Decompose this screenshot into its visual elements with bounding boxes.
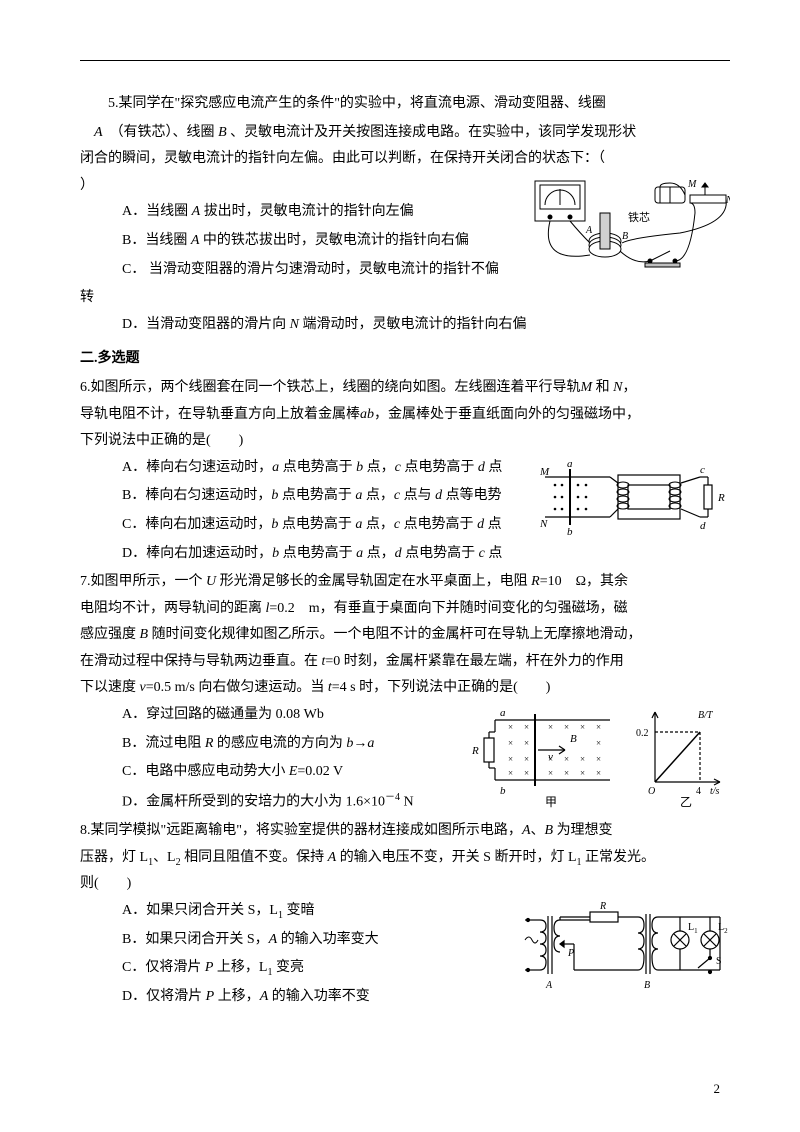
svg-text:M: M [687,179,697,190]
svg-text:0.2: 0.2 [636,728,649,739]
q7-line5: 下以速度 v=0.5 m/s 向右做匀速运动。当 t=4 s 时，下列说法中正确… [80,675,730,702]
q6-optD: D．棒向右加速运动时，b 点电势高于 a 点，d 点电势高于 c 点 [80,541,730,568]
svg-text:×: × [580,722,585,732]
svg-text:×: × [524,768,529,778]
q6-line1: 6.如图所示，两个线圈套在同一个铁芯上，线圈的绕向如图。左线圈连着平行导轨M 和… [80,375,730,402]
svg-text:×: × [524,754,529,764]
svg-text:×: × [564,722,569,732]
svg-text:×: × [548,768,553,778]
svg-text:a: a [500,707,506,719]
page-number: 2 [714,1077,721,1102]
svg-text:B/T: B/T [698,710,714,721]
svg-text:M: M [540,466,550,478]
q5-line1: 5.某同学在"探究感应电流产生的条件"的实验中，将直流电源、滑动变阻器、线圈 [80,91,730,118]
q6-line2: 导轨电阻不计，在导轨垂直方向上放着金属棒ab，金属棒处于垂直纸面向外的匀强磁场中… [80,402,730,429]
q8-line1: 8.某同学模拟"远距离输电"，将实验室提供的器材连接成如图所示电路，A、B 为理… [80,818,730,845]
svg-text:B: B [644,980,650,991]
svg-text:t/s: t/s [710,786,720,797]
svg-text:R: R [599,901,606,912]
svg-text:N: N [540,518,548,530]
svg-text:×: × [580,768,585,778]
svg-text:4: 4 [696,786,701,797]
q5-line3: 闭合的瞬间，灵敏电流计的指针向左偏。由此可以判断，在保持开关闭合的状态下：（ [80,146,730,173]
q5-figure: M N A B 铁芯 [530,173,730,283]
svg-text:P: P [567,948,574,959]
q7-line3: 感应强度 B 随时间变化规律如图乙所示。一个电阻不计的金属杆可在导轨上无摩擦地滑… [80,622,730,649]
svg-text:B: B [570,733,577,745]
svg-text:a: a [567,458,573,470]
svg-text:铁芯: 铁芯 [628,210,650,224]
svg-text:×: × [508,754,513,764]
svg-text:L1: L1 [688,922,698,935]
svg-text:×: × [548,722,553,732]
svg-text:v: v [548,751,553,763]
svg-text:b: b [500,785,506,797]
q7-line1: 7.如图甲所示，一个 U 形光滑足够长的金属导轨固定在水平桌面上，电阻 R=10… [80,569,730,596]
svg-text:×: × [524,738,529,748]
svg-text:×: × [524,722,529,732]
svg-text:O: O [648,786,655,797]
q6-figure: M N a b c d R [540,455,730,541]
q6-line3: 下列说法中正确的是( ) [80,428,730,455]
svg-text:×: × [596,754,601,764]
svg-text:×: × [508,722,513,732]
section-2-title: 二.多选题 [80,346,730,373]
svg-text:c: c [700,464,705,476]
q8-figure: R P A B S L1 L2 [520,898,730,998]
top-rule [80,60,730,61]
svg-text:×: × [508,738,513,748]
svg-text:×: × [564,768,569,778]
q5-line2: A A（有铁芯）、线圈 B 、灵敏电流计及开关按图连接成电路。在实验中，该同学发… [80,120,730,147]
svg-text:d: d [700,520,706,532]
svg-text:×: × [596,738,601,748]
q8-line3: 则( ) [80,871,730,898]
svg-text:甲: 甲 [545,795,557,809]
svg-text:R: R [717,492,725,504]
q5-optD: D．当滑动变阻器的滑片向 N 端滑动时，灵敏电流计的指针向右偏 [80,312,730,339]
q7-line4: 在滑动过程中保持与导轨两边垂直。在 t=0 时刻，金属杆紧靠在最左端，杆在外力的… [80,649,730,676]
svg-text:×: × [508,768,513,778]
q8-line2: 压器，灯 L1、L2 相同且阻值不变。保持 A 的输入电压不变，开关 S 断开时… [80,845,730,872]
svg-text:乙: 乙 [680,795,692,809]
svg-text:B: B [622,231,628,242]
svg-text:×: × [596,768,601,778]
svg-text:S: S [716,956,722,967]
svg-text:A: A [545,980,553,991]
svg-text:A: A [585,225,593,236]
q7-figure: ×××××× ××× ×××××× ×××××× a b R B v 甲 B/T… [470,702,730,812]
svg-text:b: b [567,526,573,538]
svg-text:×: × [564,754,569,764]
svg-text:×: × [596,722,601,732]
q5-optC2: 转 [80,285,730,312]
svg-text:×: × [580,754,585,764]
svg-text:R: R [471,745,479,757]
q7-line2: 电阻均不计，两导轨间的距离 l=0.2 m，有垂直于桌面向下并随时间变化的匀强磁… [80,596,730,623]
